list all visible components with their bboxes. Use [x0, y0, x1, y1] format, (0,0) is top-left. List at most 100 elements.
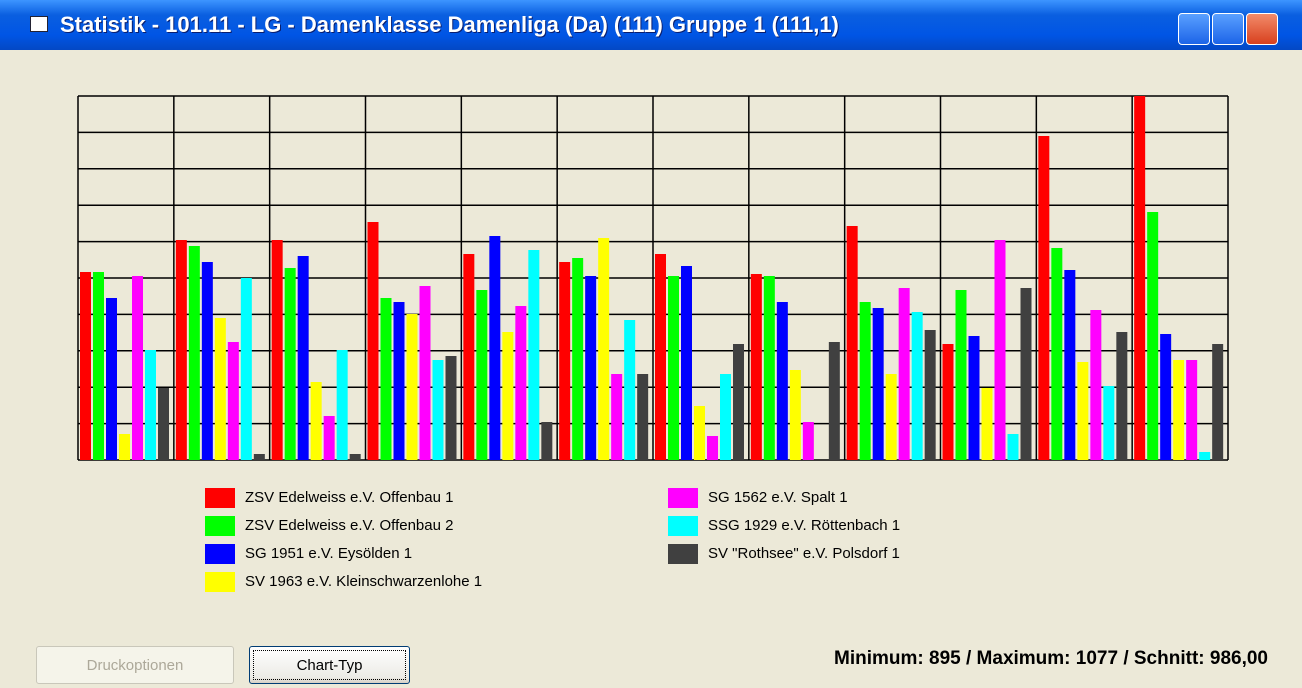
- bar: [1173, 360, 1185, 460]
- bar: [1064, 270, 1076, 460]
- bar: [1020, 288, 1032, 460]
- bar: [968, 336, 980, 460]
- bar: [981, 388, 993, 460]
- bar: [188, 246, 200, 460]
- maximize-button[interactable]: [1212, 13, 1244, 45]
- bar: [175, 240, 187, 460]
- bar: [528, 250, 540, 460]
- bar: [432, 360, 444, 460]
- bar: [502, 332, 514, 460]
- bar: [1134, 96, 1146, 460]
- legend-label: SSG 1929 e.V. Röttenbach 1: [708, 517, 900, 534]
- bar: [158, 388, 169, 460]
- bar: [776, 302, 788, 460]
- title-bar: Statistik - 101.11 - LG - Damenklasse Da…: [0, 0, 1302, 50]
- bar: [119, 434, 130, 460]
- bar: [1212, 344, 1224, 460]
- bar: [1147, 212, 1159, 460]
- bar: [393, 302, 405, 460]
- bar: [419, 286, 431, 460]
- chart-type-button[interactable]: Chart-Typ: [249, 646, 410, 684]
- bar: [1116, 332, 1128, 460]
- legend-swatch: [205, 572, 235, 592]
- bar: [1199, 452, 1211, 460]
- bar: [859, 302, 871, 460]
- bar: [802, 422, 814, 460]
- bar: [559, 262, 571, 460]
- bar: [681, 266, 692, 460]
- bar: [655, 254, 666, 460]
- bar: [349, 454, 361, 460]
- bar: [572, 258, 584, 460]
- legend-swatch: [205, 488, 235, 508]
- bar: [1077, 362, 1089, 460]
- bar: [106, 298, 117, 460]
- bar: [336, 350, 348, 460]
- bar: [624, 320, 636, 460]
- bar: [872, 308, 884, 460]
- bar: [80, 272, 91, 460]
- bar: [763, 276, 775, 460]
- window-icon: [30, 16, 48, 32]
- bar: [297, 256, 309, 460]
- bar: [942, 344, 954, 460]
- bar: [598, 238, 610, 460]
- legend-label: ZSV Edelweiss e.V. Offenbau 2: [245, 517, 453, 534]
- bar: [911, 312, 923, 460]
- bar: [380, 298, 392, 460]
- legend-swatch: [668, 516, 698, 536]
- bar: [284, 268, 296, 460]
- bar: [445, 356, 457, 460]
- bar: [406, 314, 418, 460]
- bar: [253, 454, 265, 460]
- legend-label: ZSV Edelweiss e.V. Offenbau 1: [245, 489, 453, 506]
- bar: [898, 288, 910, 460]
- close-button[interactable]: [1246, 13, 1278, 45]
- bar: [201, 262, 213, 460]
- bar: [1051, 248, 1063, 460]
- bar: [476, 290, 488, 460]
- bar: [668, 276, 679, 460]
- bar: [541, 422, 553, 460]
- bar: [733, 344, 744, 460]
- legend-swatch: [668, 544, 698, 564]
- legend-swatch: [205, 516, 235, 536]
- bar: [694, 406, 705, 460]
- bar: [789, 370, 801, 460]
- bar: [93, 272, 104, 460]
- legend-label: SG 1562 e.V. Spalt 1: [708, 489, 848, 506]
- bar: [310, 382, 322, 460]
- print-options-button[interactable]: Druckoptionen: [36, 646, 234, 684]
- minimize-button[interactable]: [1178, 13, 1210, 45]
- bar: [720, 374, 731, 460]
- bar: [515, 306, 527, 460]
- legend-label: SG 1951 e.V. Eysölden 1: [245, 545, 412, 562]
- bar: [227, 342, 239, 460]
- status-text: Minimum: 895 / Maximum: 1077 / Schnitt: …: [834, 648, 1268, 669]
- bar: [132, 276, 143, 460]
- bar: [585, 276, 597, 460]
- bar: [1160, 334, 1172, 460]
- bar: [611, 374, 623, 460]
- legend-swatch: [668, 488, 698, 508]
- bar: [955, 290, 967, 460]
- bar: [1007, 434, 1019, 460]
- bar: [750, 274, 762, 460]
- bar: [323, 416, 335, 460]
- bar: [1090, 310, 1102, 460]
- bar: [367, 222, 379, 460]
- chart: ZSV Edelweiss e.V. Offenbau 1 ZSV Edelwei…: [77, 95, 1229, 592]
- bar: [1038, 136, 1050, 460]
- bar: [828, 342, 840, 460]
- bar: [637, 374, 649, 460]
- bar: [240, 278, 252, 460]
- bar: [846, 226, 858, 460]
- bar: [994, 240, 1006, 460]
- bar: [1103, 386, 1115, 460]
- legend-label: SV 1963 e.V. Kleinschwarzenlohe 1: [245, 573, 482, 590]
- bar: [271, 240, 283, 460]
- bar: [1186, 360, 1198, 460]
- legend-swatch: [205, 544, 235, 564]
- bar: [145, 350, 156, 460]
